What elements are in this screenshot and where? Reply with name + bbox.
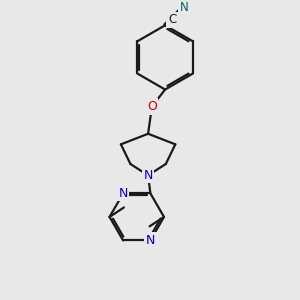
- Text: N: N: [118, 187, 128, 200]
- Text: N: N: [180, 2, 188, 14]
- Text: C: C: [168, 13, 176, 26]
- Text: N: N: [146, 234, 155, 247]
- Text: N: N: [143, 169, 153, 182]
- Text: O: O: [147, 100, 157, 113]
